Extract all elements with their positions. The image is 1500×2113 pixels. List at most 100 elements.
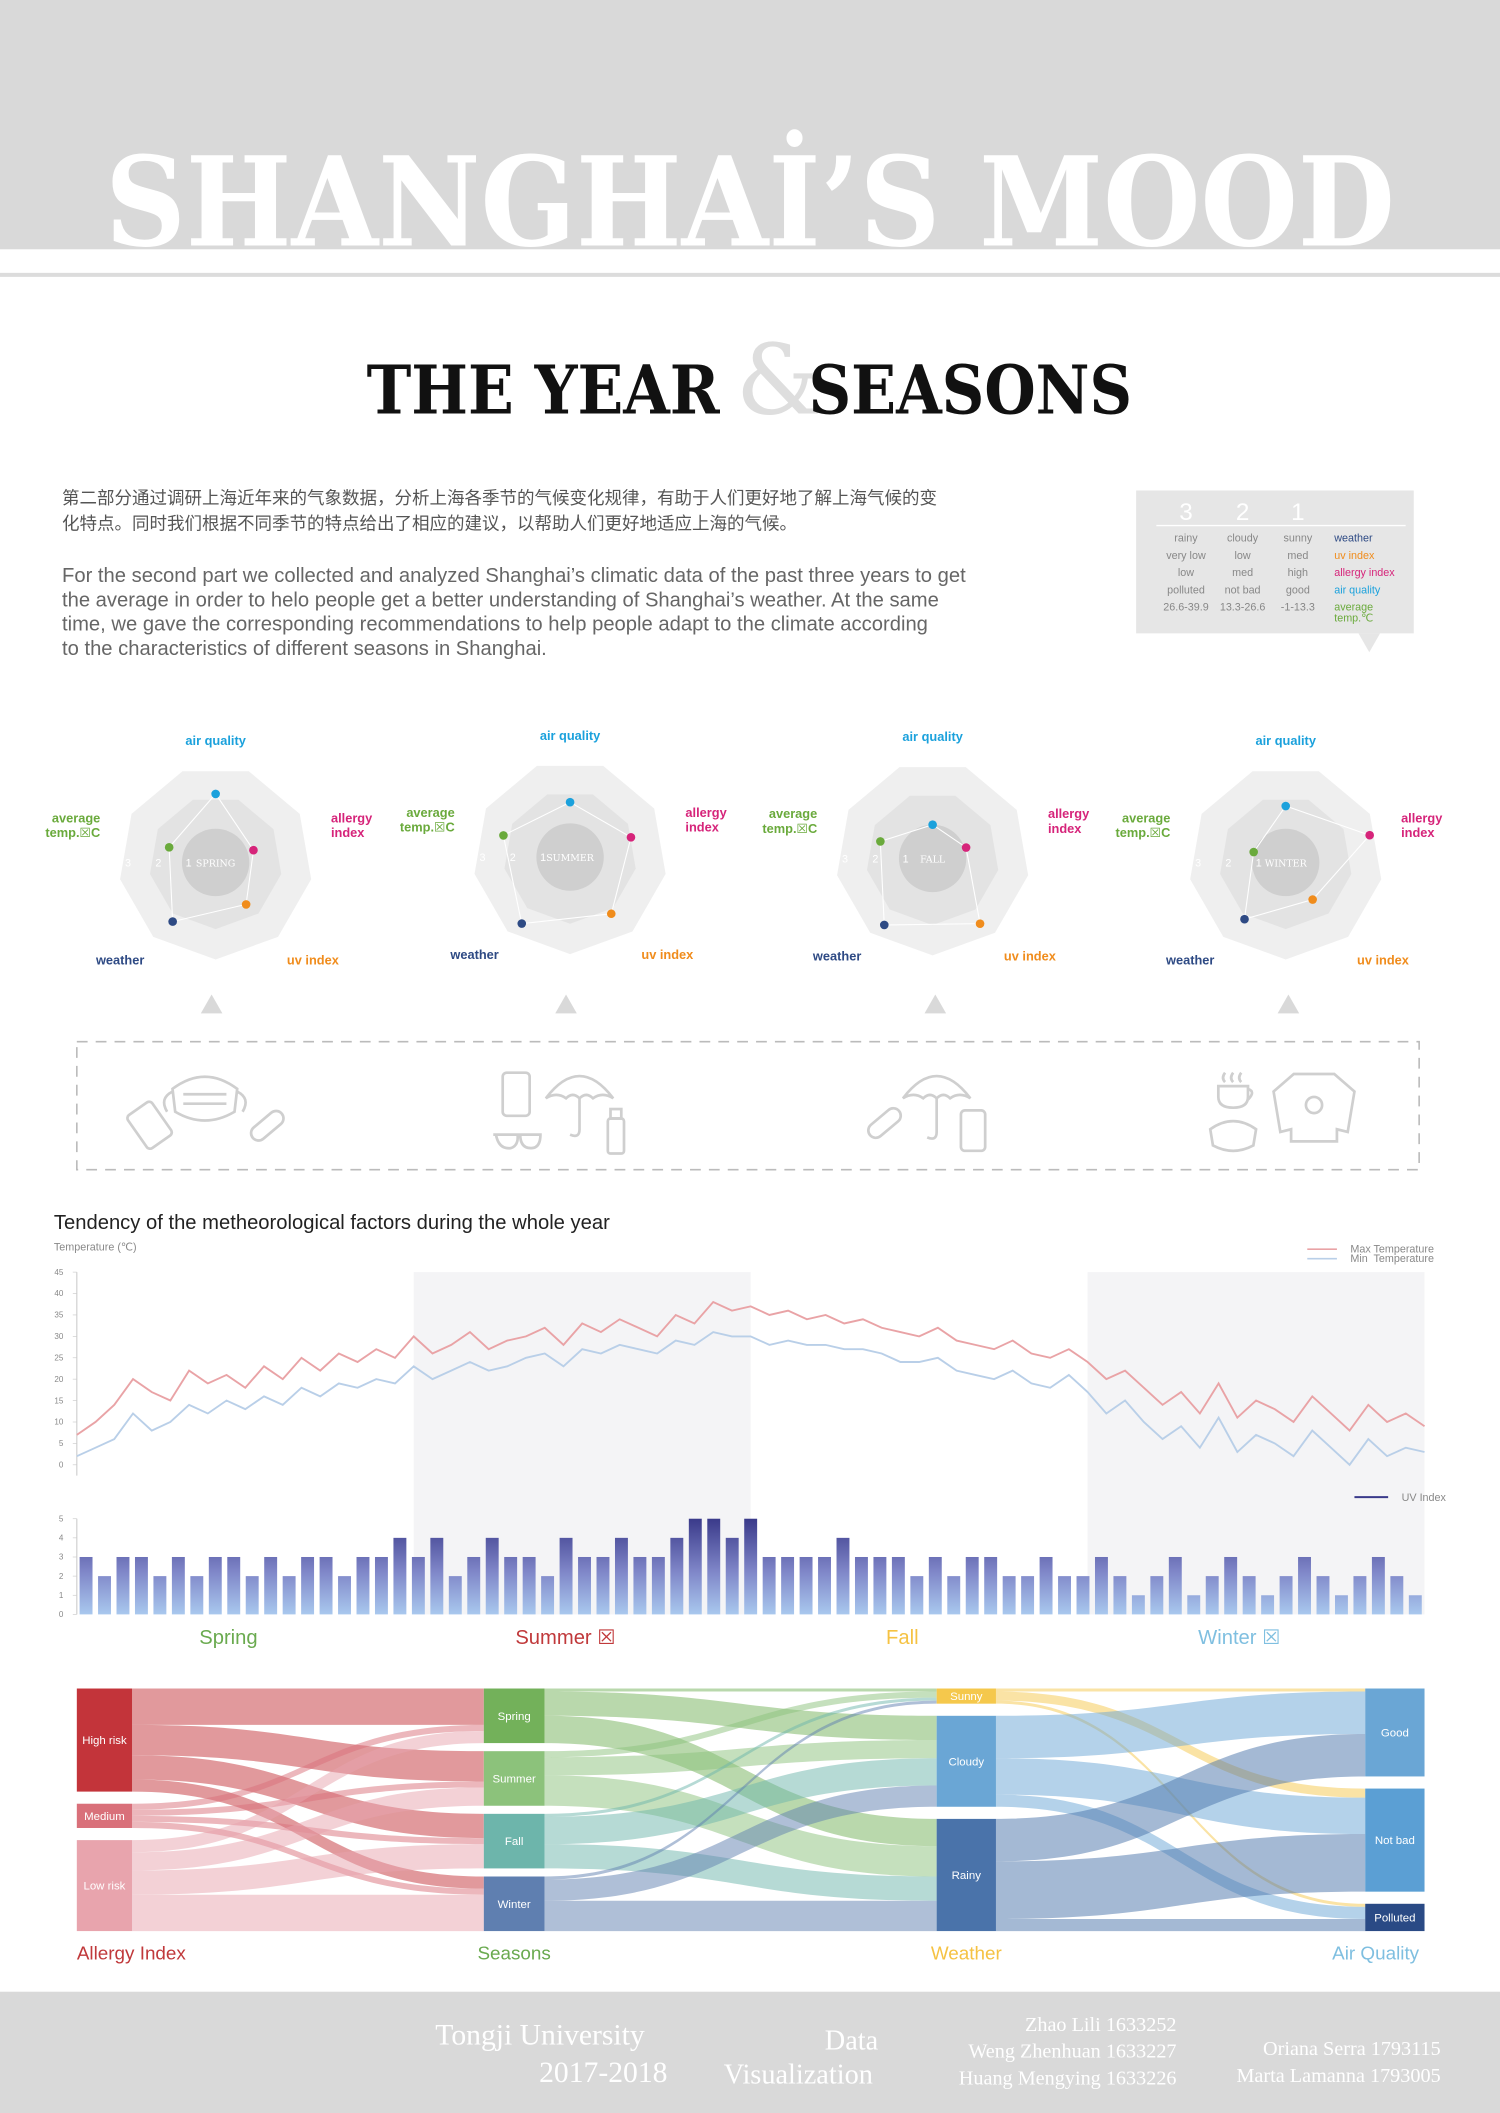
radar-title: SUMMER [546,853,595,864]
radar-dot [961,843,971,852]
uv-bar [854,1556,868,1615]
uv-bar [1371,1556,1385,1615]
legend-factor: allergy index [1334,567,1395,579]
radar-axis-label: weather [812,949,861,964]
uv-bar [799,1556,813,1615]
intro-chinese: 化特点。同时我们根据不同季节的特点给出了相应的建议，以帮助人们更好地适应上海的气… [62,514,797,534]
uv-bar [79,1556,93,1615]
sankey-link [544,1758,937,1845]
legend-cell: polluted [1167,584,1205,596]
uv-bar [282,1576,296,1615]
y-tick-label: 20 [54,1375,63,1384]
uv-bar [1279,1576,1293,1615]
uv-bar [947,1576,961,1615]
sankey-node-label: Medium [84,1811,125,1823]
sankey-link [544,1697,937,1817]
pointer [924,994,947,1014]
legend-cell: med [1287,550,1308,562]
intro-english: to the characteristics of different seas… [62,638,547,660]
legend-score: 2 [1236,499,1250,526]
footer-band [0,1991,1500,2113]
uv-bar [984,1556,998,1615]
uv-bar [891,1556,905,1615]
season-band [1087,1272,1425,1615]
legend-score: 3 [1179,499,1193,526]
uv-bar [338,1576,351,1615]
sankey-link [995,1733,1366,1862]
y-tick-label: 30 [54,1332,63,1341]
radar-axis-label: air quality [902,729,963,744]
radar-axis-label: average [406,805,454,820]
radar-dot [928,820,937,830]
sankey-node [1365,1903,1425,1932]
radar-axis-label: allergy [1048,806,1090,821]
bottle-icon [609,1107,623,1120]
radar-tick-label: 2 [155,857,161,869]
legend-factor: weather [1333,533,1373,545]
uv-bar [910,1576,924,1615]
uv-bar [1021,1576,1035,1615]
uv-bar [707,1518,721,1615]
sankey-node-label: Winter [498,1899,531,1911]
uv-bar [190,1576,204,1615]
radar-ring [181,828,250,897]
radar-title: FALL [920,854,946,865]
radar-axis-label: average [769,806,817,821]
pointer [1277,994,1300,1014]
sankey-link [995,1688,1366,1692]
radar-axis-label: weather [95,953,144,968]
radar-axis-label: weather [449,947,498,962]
uv-bar [1224,1556,1238,1615]
radar-dot [1365,830,1374,840]
uv-bar [1039,1556,1053,1615]
uv-bar [744,1518,758,1615]
legend-label: Min Temperature [1350,1253,1434,1265]
y-tick-label: 3 [59,1553,64,1562]
radar-axis-label: temp.☒C [45,825,100,840]
sankey-node-label: Low risk [83,1881,125,1893]
uv-bar [116,1556,130,1615]
radar-dot [1240,914,1249,924]
uv-bar [393,1537,407,1615]
author: Huang Mengying 1633226 [959,2068,1177,2090]
uv-bar [1316,1576,1330,1615]
radar-dot [499,831,508,840]
author: Marta Lamanna 1793005 [1236,2065,1440,2087]
sankey-node [936,1818,996,1932]
legend-factor: air quality [1334,584,1381,596]
y-tick-label: 5 [59,1514,64,1523]
uv-bar [98,1576,111,1615]
chart-title: Tendency of the metheorological factors … [54,1212,610,1234]
season-label: Winter ☒ [1198,1627,1280,1649]
ampersand: & [736,324,822,437]
recommendations [76,994,1420,1171]
subtitle-right: SEASONS [809,351,1132,430]
page-title: SHANGHAİ’S MOOD [105,129,1395,275]
uv-bar [411,1556,425,1615]
uv-bar [1242,1576,1256,1615]
uv-bar [688,1518,702,1615]
uv-bar [467,1556,481,1615]
radar-tick-label: 1 [186,857,192,869]
sankey-link [132,1894,484,1932]
radar-tick-label: 3 [1195,857,1201,869]
uv-bar [559,1537,573,1615]
radar-dot [517,919,527,928]
uv-bar [1334,1595,1348,1615]
radar-tick-label: 1 [540,852,546,864]
y-tick-label: 25 [54,1353,63,1362]
radar-dot [606,909,616,919]
dashed-box [76,1040,1420,1171]
legend-pointer [1358,633,1381,653]
sankey-node-label: Rainy [952,1870,982,1882]
uv-bar [1298,1556,1311,1615]
sankey-node [483,1751,545,1806]
pill-icon [866,1106,903,1140]
legend-cell: low [1178,567,1194,579]
sunglasses-icon [493,1133,542,1150]
radar-axis-label: temp.☒C [762,821,817,836]
sunscreen-icon [126,1100,174,1151]
uv-bar [1002,1576,1016,1615]
uv-bar [1353,1576,1367,1615]
